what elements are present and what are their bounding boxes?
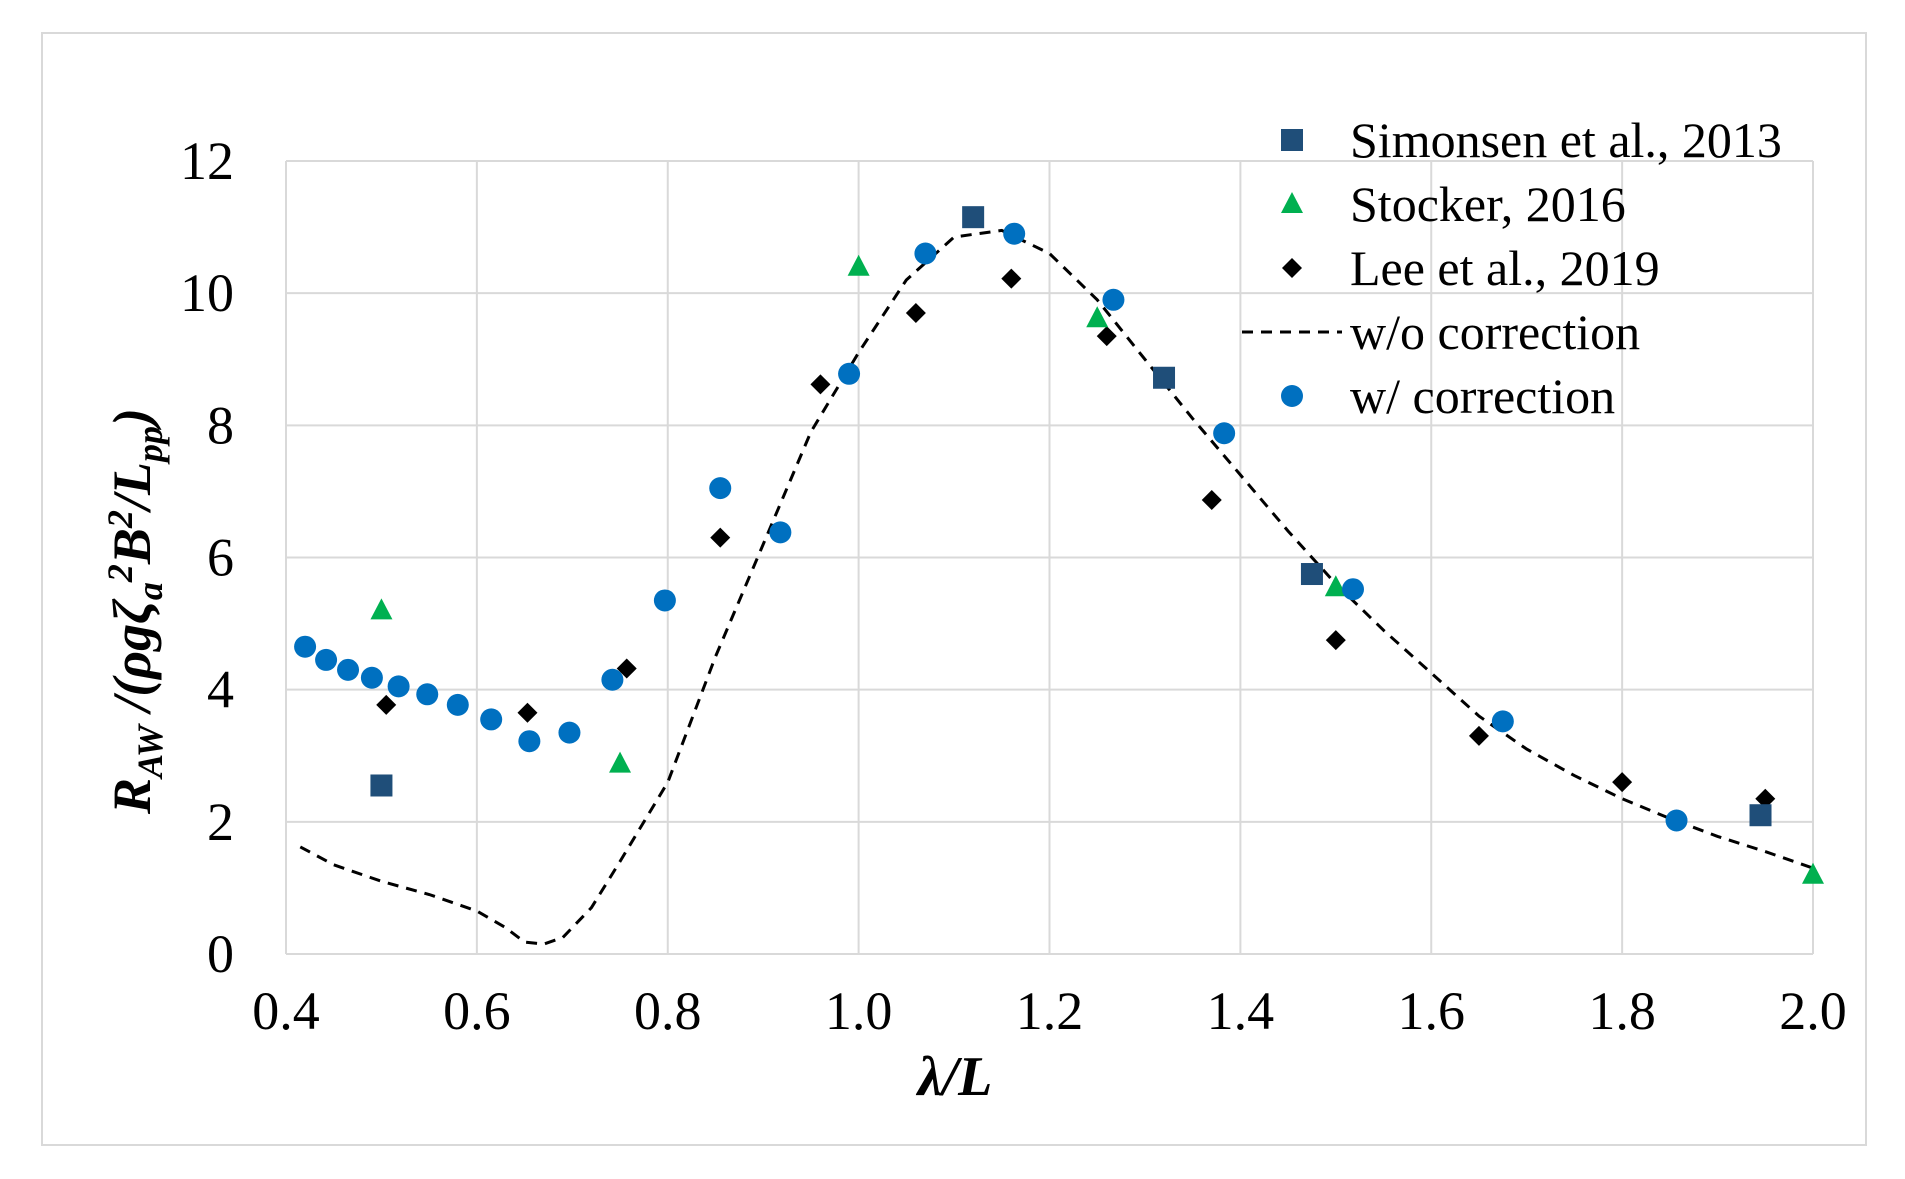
point-stocker-2016: [370, 598, 393, 620]
point-w-correction: [360, 666, 383, 689]
y-tick-label: 6: [207, 528, 234, 588]
x-axis-title: λ/L: [916, 1046, 993, 1108]
point-stocker-2016: [609, 751, 632, 773]
point-w-correction: [709, 477, 732, 500]
point-lee-et-al-2019: [1096, 326, 1117, 347]
legend-swatch: [1281, 192, 1303, 213]
x-tick-label: 1.2: [1016, 981, 1084, 1041]
point-w-correction: [294, 635, 317, 658]
legend-label: w/o correction: [1350, 304, 1640, 360]
legend-item-simonsen-et-al-2013: Simonsen et al., 2013: [1281, 112, 1782, 168]
point-lee-et-al-2019: [1201, 490, 1222, 511]
x-tick-label: 1.4: [1207, 981, 1275, 1041]
chart-frame: [41, 32, 1867, 1146]
point-lee-et-al-2019: [710, 527, 731, 548]
y-tick-label: 10: [180, 263, 234, 323]
y-tick-label: 8: [207, 395, 234, 455]
legend-swatch: [1281, 385, 1303, 407]
point-lee-et-al-2019: [1755, 788, 1776, 809]
series-lee-et-al-2019: [376, 268, 1776, 809]
legend-swatch: [1282, 258, 1302, 278]
point-stocker-2016: [847, 254, 870, 276]
point-w-correction: [838, 362, 861, 385]
x-tick-label: 1.8: [1588, 981, 1656, 1041]
point-stocker-2016: [1324, 575, 1347, 597]
x-tick-labels: 0.4 0.6 0.8 1.0 1.2 1.4 1.6 1.8 2.0: [252, 981, 1847, 1041]
point-w-correction: [1341, 578, 1364, 601]
point-simonsen-et-al-2013: [1153, 366, 1176, 389]
point-lee-et-al-2019: [1468, 725, 1489, 746]
point-lee-et-al-2019: [517, 702, 538, 723]
x-tick-label: 0.8: [634, 981, 702, 1041]
point-stocker-2016: [1086, 306, 1109, 328]
axes: [285, 161, 1813, 955]
legend-label: Simonsen et al., 2013: [1350, 112, 1782, 168]
legend-item-w-correction: w/ correction: [1281, 368, 1615, 424]
point-w-correction: [480, 708, 503, 731]
legend: Simonsen et al., 2013 Stocker, 2016 Lee et…: [1242, 112, 1782, 424]
point-lee-et-al-2019: [1612, 772, 1633, 793]
point-simonsen-et-al-2013: [962, 206, 985, 229]
y-axis-title: RAW /(ρgζa2B2/Lpp): [100, 408, 170, 815]
point-w-correction: [1102, 288, 1125, 311]
series-w-correction: [294, 222, 1688, 832]
point-w-correction: [387, 675, 410, 698]
series-simonsen-et-al-2013: [370, 206, 1772, 827]
y-tick-label: 2: [207, 792, 234, 852]
point-w-correction: [558, 721, 581, 744]
point-w-correction: [1491, 710, 1514, 733]
legend-label: Stocker, 2016: [1350, 176, 1626, 232]
y-tick-label: 12: [180, 131, 234, 191]
point-w-correction: [601, 668, 624, 691]
gridlines: [286, 160, 1814, 954]
point-lee-et-al-2019: [376, 694, 397, 715]
y-tick-label: 0: [207, 924, 234, 984]
point-w-correction: [416, 683, 439, 706]
legend-swatch: [1281, 129, 1303, 151]
point-lee-et-al-2019: [1325, 630, 1346, 651]
legend-item-w-o-correction: w/o correction: [1242, 304, 1640, 360]
legend-item-lee-et-al-2019: Lee et al., 2019: [1282, 240, 1660, 296]
y-tick-labels: 0 2 4 6 8 10 12: [180, 131, 234, 984]
point-w-correction: [446, 693, 469, 716]
x-tick-label: 0.6: [443, 981, 511, 1041]
x-tick-label: 0.4: [252, 981, 320, 1041]
point-w-correction: [337, 658, 360, 681]
point-lee-et-al-2019: [810, 374, 831, 395]
point-simonsen-et-al-2013: [1300, 563, 1323, 586]
legend-label: Lee et al., 2019: [1350, 240, 1660, 296]
point-simonsen-et-al-2013: [1749, 804, 1772, 827]
series-stocker-2016: [370, 254, 1824, 884]
legend-item-stocker-2016: Stocker, 2016: [1281, 176, 1626, 232]
y-tick-label: 4: [207, 660, 234, 720]
point-w-correction: [769, 521, 792, 544]
x-tick-label: 1.0: [825, 981, 893, 1041]
point-w-correction: [914, 242, 937, 265]
point-simonsen-et-al-2013: [370, 774, 393, 797]
point-w-correction: [1213, 422, 1236, 445]
point-stocker-2016: [1802, 862, 1824, 884]
x-tick-label: 1.6: [1398, 981, 1466, 1041]
point-lee-et-al-2019: [905, 302, 926, 323]
point-lee-et-al-2019: [1001, 268, 1022, 289]
legend-label: w/ correction: [1350, 368, 1615, 424]
point-w-correction: [518, 730, 541, 753]
point-w-correction: [315, 648, 338, 671]
point-w-correction: [1003, 222, 1026, 245]
point-w-correction: [653, 589, 676, 612]
point-lee-et-al-2019: [616, 658, 637, 679]
x-tick-label: 2.0: [1779, 981, 1847, 1041]
point-w-correction: [1665, 809, 1688, 832]
series-layer: [294, 206, 1824, 946]
